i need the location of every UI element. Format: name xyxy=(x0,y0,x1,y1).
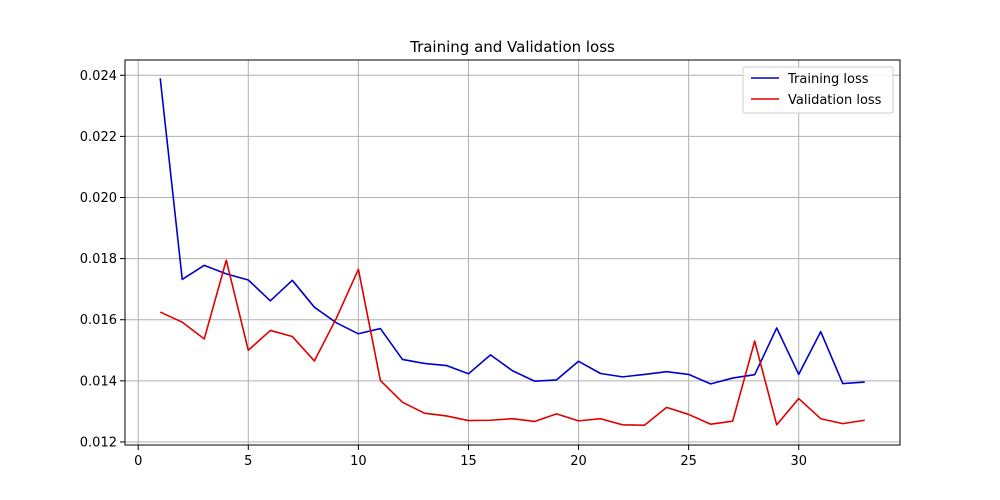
y-tick-label: 0.014 xyxy=(80,374,117,389)
x-tick-label: 5 xyxy=(244,454,252,469)
y-axis-ticks: 0.012 0.014 0.016 0.018 0.020 0.022 0.024 xyxy=(80,69,125,450)
x-tick-label: 10 xyxy=(350,454,367,469)
y-tick-label: 0.012 xyxy=(80,435,117,450)
legend-label-validation: Validation loss xyxy=(788,93,882,108)
x-tick-label: 25 xyxy=(680,454,697,469)
plot-frame xyxy=(124,59,901,446)
grid xyxy=(125,60,900,445)
legend: Training loss Validation loss xyxy=(742,66,894,114)
legend-box xyxy=(742,66,894,114)
y-tick-label: 0.016 xyxy=(80,313,117,328)
legend-label-training: Training loss xyxy=(787,72,869,87)
x-tick-label: 15 xyxy=(460,454,477,469)
y-tick-label: 0.018 xyxy=(80,252,117,267)
y-tick-label: 0.024 xyxy=(80,69,117,84)
y-tick-label: 0.022 xyxy=(80,130,117,145)
x-tick-label: 20 xyxy=(570,454,587,469)
x-axis-ticks: 0 5 10 15 20 25 30 xyxy=(134,445,807,469)
series-lines xyxy=(159,78,865,426)
training-loss-line xyxy=(159,78,865,385)
x-tick-label: 30 xyxy=(790,454,807,469)
y-tick-label: 0.020 xyxy=(80,191,117,206)
chart-title: Training and Validation loss xyxy=(409,38,615,56)
x-tick-label: 0 xyxy=(134,454,142,469)
validation-loss-line xyxy=(159,259,865,426)
